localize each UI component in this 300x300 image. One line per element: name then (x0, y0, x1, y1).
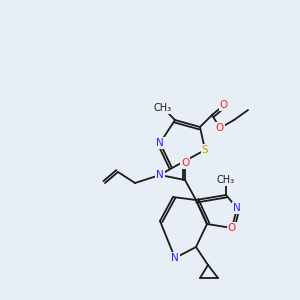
Text: N: N (156, 170, 164, 180)
Text: N: N (171, 253, 179, 263)
Text: O: O (228, 223, 236, 233)
Text: O: O (181, 158, 189, 168)
Text: O: O (220, 100, 228, 110)
Text: N: N (156, 138, 164, 148)
Text: S: S (202, 145, 208, 155)
Text: CH₃: CH₃ (217, 175, 235, 185)
Text: N: N (233, 203, 241, 213)
Text: CH₃: CH₃ (154, 103, 172, 113)
Text: O: O (216, 123, 224, 133)
